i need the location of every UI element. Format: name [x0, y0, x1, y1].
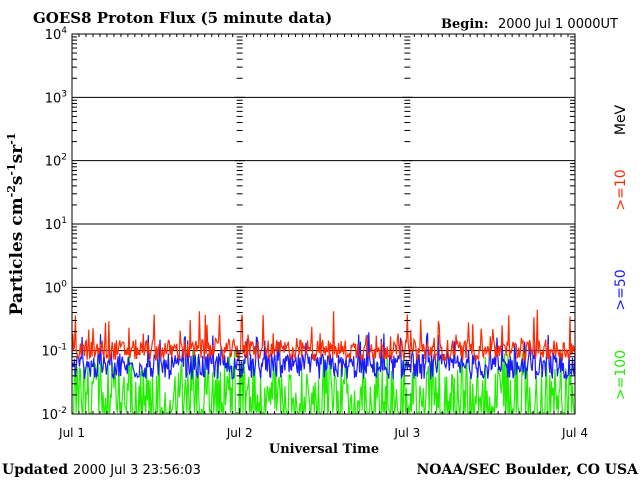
y-tick-label: 101 [45, 216, 67, 233]
y-tick-label: 10-2 [41, 406, 67, 423]
y-tick-label: 104 [45, 26, 68, 43]
legend-label-gte100: >=100 [613, 350, 629, 400]
begin-value: 2000 Jul 1 0000UT [498, 17, 618, 32]
y-axis-title-exp2: -1 [5, 163, 18, 175]
x-tick-label: Jul 4 [561, 426, 588, 440]
x-tick-label: Jul 1 [58, 426, 85, 440]
footer-updated-label: Updated [2, 462, 68, 478]
legend-unit: MeV [613, 104, 629, 135]
y-axis-title-exp1: -2 [5, 185, 18, 197]
footer-updated-value: 2000 Jul 3 23:56:03 [73, 463, 201, 478]
footer-source: NOAA/SEC Boulder, CO USA [417, 462, 640, 478]
x-axis-title: Universal Time [269, 442, 379, 457]
footer-updated: Updated 2000 Jul 3 23:56:03 [2, 462, 201, 478]
chart-title: GOES8 Proton Flux (5 minute data) [33, 9, 332, 27]
y-axis-title-s: s [7, 176, 27, 186]
plot-frame [71, 33, 576, 415]
series-line-gte10 [71, 309, 576, 363]
legend-mev: MeV [613, 104, 629, 135]
y-tick-label: 100 [45, 279, 68, 296]
y-axis-title-sr: sr [7, 144, 27, 164]
y-tick-label: 10-1 [41, 343, 67, 360]
y-tick-label: 103 [45, 89, 67, 106]
y-axis-title: Particles cm-2s-1sr-1 [5, 133, 27, 316]
legend-series-0: >=10 [613, 169, 629, 210]
series-layer [71, 309, 576, 416]
x-tick-label: Jul 3 [393, 426, 420, 440]
y-tick-label: 102 [45, 153, 67, 170]
y-axis-title-exp3: -1 [5, 133, 18, 145]
y-axis-title-base: Particles cm [7, 197, 27, 315]
legend-series-2: >=100 [613, 350, 629, 400]
svg-text:Particles cm-2s-1sr-1: Particles cm-2s-1sr-1 [5, 133, 27, 316]
begin-label: Begin: [441, 17, 489, 32]
axis-layer: 104 103 102 101 100 10-1 10-2 Jul 1 Jul 2 Jul 3 Ju… [41, 26, 588, 440]
legend-series-1: >=50 [613, 269, 629, 310]
legend-label-gte50: >=50 [613, 269, 629, 310]
legend-label-gte10: >=10 [613, 169, 629, 210]
x-tick-label: Jul 2 [226, 426, 253, 440]
